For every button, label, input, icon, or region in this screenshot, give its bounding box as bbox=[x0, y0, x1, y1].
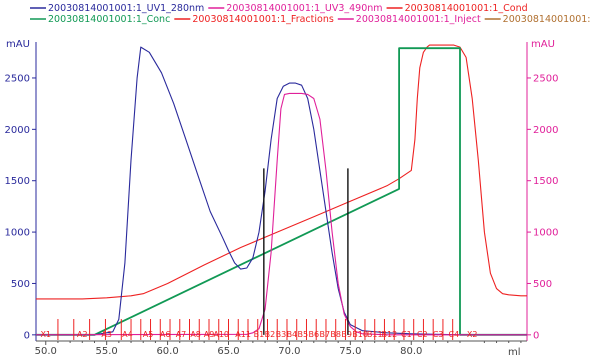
fraction-label: A3 bbox=[101, 330, 112, 339]
y-tick-label-right: 2000 bbox=[533, 125, 558, 136]
legend-entry-label: 20030814001001:1_Logbook bbox=[503, 14, 590, 25]
legend-entry-label: 20030814001001:1_Conc bbox=[48, 14, 170, 25]
y-axis-label-left: mAU bbox=[6, 39, 30, 50]
x-tick-label: 55.0 bbox=[96, 346, 118, 357]
fraction-label: B11 bbox=[367, 330, 383, 339]
legend-entry-label: 20030814001001:1_Fractions bbox=[192, 14, 334, 25]
y-tick-label-right: 1500 bbox=[533, 176, 558, 187]
fraction-label: A7 bbox=[176, 330, 187, 339]
fraction-label: X2 bbox=[467, 330, 478, 339]
fraction-label: B2 bbox=[265, 330, 276, 339]
x-tick-label: 65.0 bbox=[217, 346, 239, 357]
y-tick-label-left: 1000 bbox=[5, 228, 30, 239]
legend-entry-label: 20030814001001:1_UV1_280nm bbox=[48, 3, 204, 14]
y-tick-label-left: 2500 bbox=[5, 73, 30, 84]
fraction-label: B7 bbox=[319, 330, 330, 339]
fraction-label: C1 bbox=[401, 330, 412, 339]
y-axis-label-right: mAU bbox=[531, 39, 555, 50]
y-tick-label-right: 0 bbox=[533, 330, 539, 341]
legend-entry-label: 20030814001001:1_Inject bbox=[356, 14, 481, 25]
fraction-label: A5 bbox=[143, 330, 154, 339]
y-tick-label-left: 500 bbox=[11, 279, 30, 290]
fraction-label: A8 bbox=[190, 330, 201, 339]
fraction-label: B12 bbox=[381, 330, 397, 339]
y-tick-label-right: 1000 bbox=[533, 228, 558, 239]
x-tick-label: 60.0 bbox=[156, 346, 178, 357]
fraction-label: B10 bbox=[352, 330, 368, 339]
fraction-label: B5 bbox=[298, 330, 309, 339]
fraction-label: B3 bbox=[276, 330, 287, 339]
plot-frame bbox=[35, 42, 528, 342]
fraction-label: A9 bbox=[204, 330, 215, 339]
fraction-label: C3 bbox=[433, 330, 444, 339]
y-tick-label-left: 2000 bbox=[5, 125, 30, 136]
x-tick-label: 75.0 bbox=[339, 346, 361, 357]
series-line bbox=[35, 92, 527, 336]
x-axis-label: ml bbox=[508, 347, 521, 358]
fraction-label: B8 bbox=[330, 330, 341, 339]
x-tick-label: 70.0 bbox=[278, 346, 300, 357]
inject-markers bbox=[263, 168, 349, 335]
fraction-label: B4 bbox=[287, 330, 298, 339]
fraction-label: C2 bbox=[417, 330, 428, 339]
y-tick-label-left: 1500 bbox=[5, 176, 30, 187]
fraction-label: A2 bbox=[77, 330, 88, 339]
fraction-label: A6 bbox=[160, 330, 171, 339]
x-tick-label: 50.0 bbox=[35, 346, 57, 357]
y-tick-label-right: 500 bbox=[533, 279, 552, 290]
legend: 20030814001001:1_UV1_280nm 20030814001001… bbox=[30, 3, 590, 25]
legend-entry-label: 20030814001001:1_Cond bbox=[405, 3, 528, 14]
x-tick-label: 80.0 bbox=[400, 346, 422, 357]
fractions-layer: X1 A2 A3 A4 A5 A6 A7 A8 A9 A10 A11 B1 B2 B3 B4 B5 B6 B7 B8… bbox=[40, 319, 477, 340]
legend-entry-label: 20030814001001:1_UV3_490nm bbox=[226, 3, 382, 14]
series-line bbox=[36, 44, 527, 300]
y-tick-label-right: 2500 bbox=[533, 73, 558, 84]
series-layer bbox=[35, 44, 527, 336]
fraction-label: A4 bbox=[122, 330, 133, 339]
fraction-label: A10 bbox=[213, 330, 229, 339]
fraction-label: A11 bbox=[235, 330, 251, 339]
y-tick-label-left: 0 bbox=[24, 330, 30, 341]
axis-ticks: mAU mAU ml 0 500 1000 1500 2000 2500 0 500 1000 1500… bbox=[5, 39, 559, 358]
fraction-label: B6 bbox=[308, 330, 319, 339]
fraction-label: B9 bbox=[341, 330, 352, 339]
fraction-label: X1 bbox=[40, 330, 51, 339]
series-line bbox=[36, 46, 527, 336]
fraction-label: C4 bbox=[449, 330, 460, 339]
fraction-label: B1 bbox=[254, 330, 265, 339]
series-line bbox=[36, 47, 527, 336]
